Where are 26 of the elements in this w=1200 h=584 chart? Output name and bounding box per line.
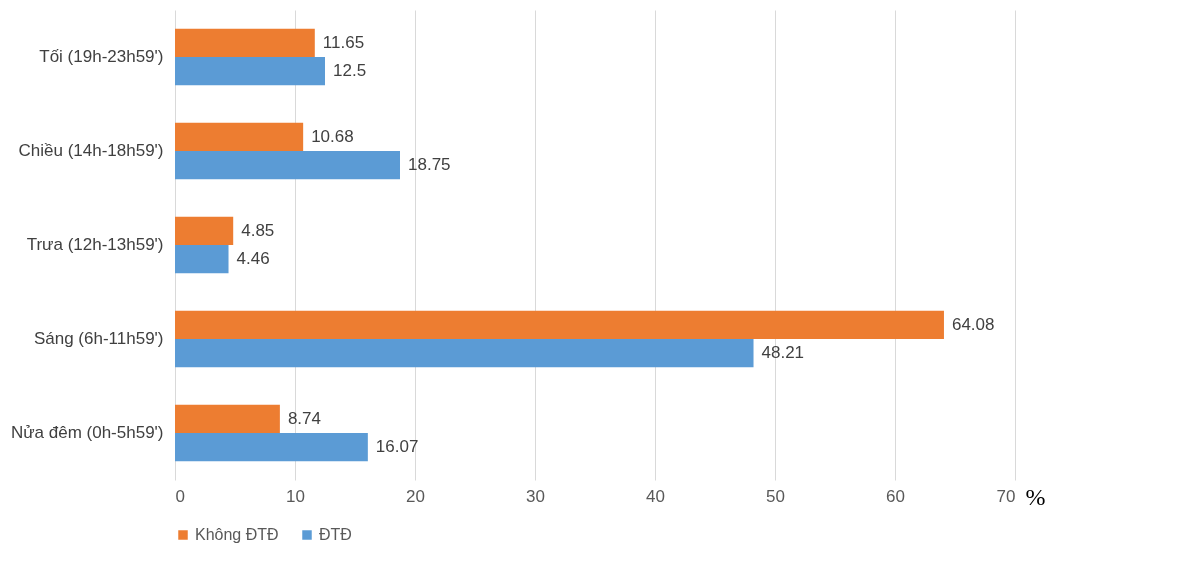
x-tick-label: 50 (766, 486, 785, 506)
x-axis-title: % (1025, 483, 1046, 510)
y-tick-label: Nửa đêm (0h-5h59') (10, 423, 164, 442)
data-label: 11.65 (322, 32, 365, 52)
data-label: 64.08 (951, 314, 995, 334)
data-label: 4.46 (236, 249, 270, 269)
x-tick-label: 40 (646, 486, 665, 506)
y-tick-label: Chiều (14h-18h59') (18, 141, 164, 160)
y-tick-label: Tối (19h-23h59') (39, 47, 164, 66)
legend-label: ĐTĐ (319, 526, 352, 543)
data-label: 12.5 (333, 61, 367, 81)
data-label: 4.85 (241, 220, 275, 240)
x-tick-label: 30 (526, 486, 545, 506)
legend-label: Không ĐTĐ (195, 526, 279, 543)
x-tick-label: 0 (175, 486, 185, 506)
x-tick-label: 20 (406, 486, 425, 506)
data-label: 48.21 (761, 343, 805, 363)
data-label: 8.74 (287, 408, 321, 428)
data-label: 10.68 (311, 126, 354, 146)
x-tick-label: 60 (886, 486, 905, 506)
data-label: 18.75 (408, 155, 451, 175)
x-tick-label: 70 (996, 486, 1016, 506)
y-tick-label: Sáng (6h-11h59') (33, 329, 164, 348)
data-label: 16.07 (375, 437, 419, 457)
y-tick-label: Trưa (12h-13h59') (26, 235, 164, 254)
x-tick-label: 10 (286, 486, 305, 506)
